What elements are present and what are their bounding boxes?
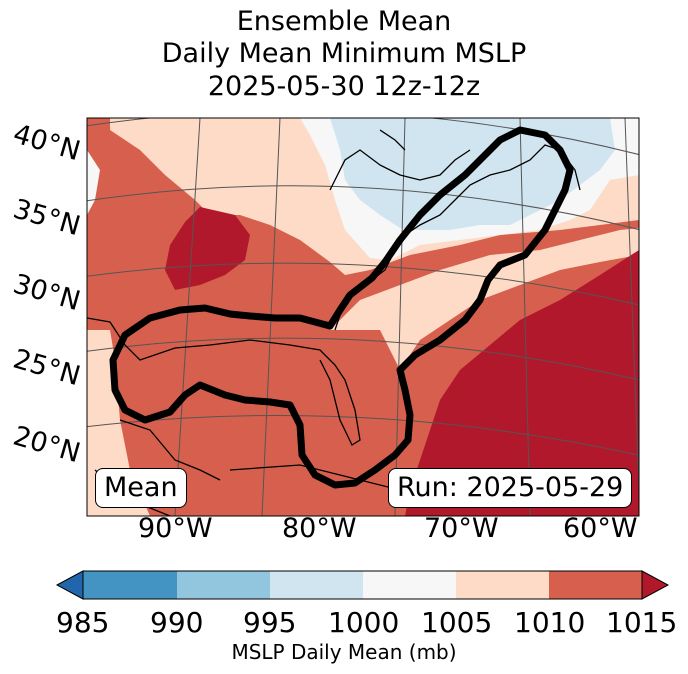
colorbar-bin-1010-1015 <box>549 571 642 599</box>
colorbar-bin-1000-1005 <box>363 571 456 599</box>
member-label: Mean <box>95 468 187 508</box>
highlight-contour <box>109 126 574 489</box>
mslp-field-pale-east <box>330 228 639 370</box>
colorbar-tick-1010: 1010 <box>514 606 586 639</box>
mslp-field-neutral-west <box>87 150 100 215</box>
colorbar-bin-985-990 <box>83 571 177 599</box>
colorbar-bin-995-1000 <box>270 571 363 599</box>
colorbar-tick-1000: 1000 <box>328 606 400 639</box>
colorbar-tick-995: 995 <box>243 606 297 639</box>
chart-title-line1: Ensemble Mean <box>236 6 452 37</box>
colorbar-tick-990: 990 <box>150 606 204 639</box>
colorbar-tick-985: 985 <box>56 606 110 639</box>
chart-title-line2: Daily Mean Minimum MSLP <box>161 38 527 69</box>
lon-label-90: 90°W <box>138 513 213 544</box>
colorbar-bin-1005-1010 <box>456 571 549 599</box>
mslp-field-high-east <box>405 250 639 516</box>
colorbar-label: MSLP Daily Mean (mb) <box>231 640 457 664</box>
colorbar <box>55 570 670 600</box>
chart-title-line3: 2025-05-30 12z-12z <box>207 71 481 102</box>
colorbar-tick-1005: 1005 <box>421 606 493 639</box>
lon-label-60: 60°W <box>563 513 638 544</box>
run-label: Run: 2025-05-29 <box>388 468 633 508</box>
colorbar-tick-1015: 1015 <box>606 606 678 639</box>
colorbar-bin-990-995 <box>177 571 270 599</box>
lon-label-80: 80°W <box>282 513 357 544</box>
colorbar-extend-low <box>55 570 84 600</box>
colorbar-extend-high <box>641 570 670 600</box>
map-border <box>86 117 640 517</box>
map-panel <box>87 118 639 516</box>
lon-label-70: 70°W <box>424 513 499 544</box>
mslp-field-high-west <box>165 207 250 290</box>
